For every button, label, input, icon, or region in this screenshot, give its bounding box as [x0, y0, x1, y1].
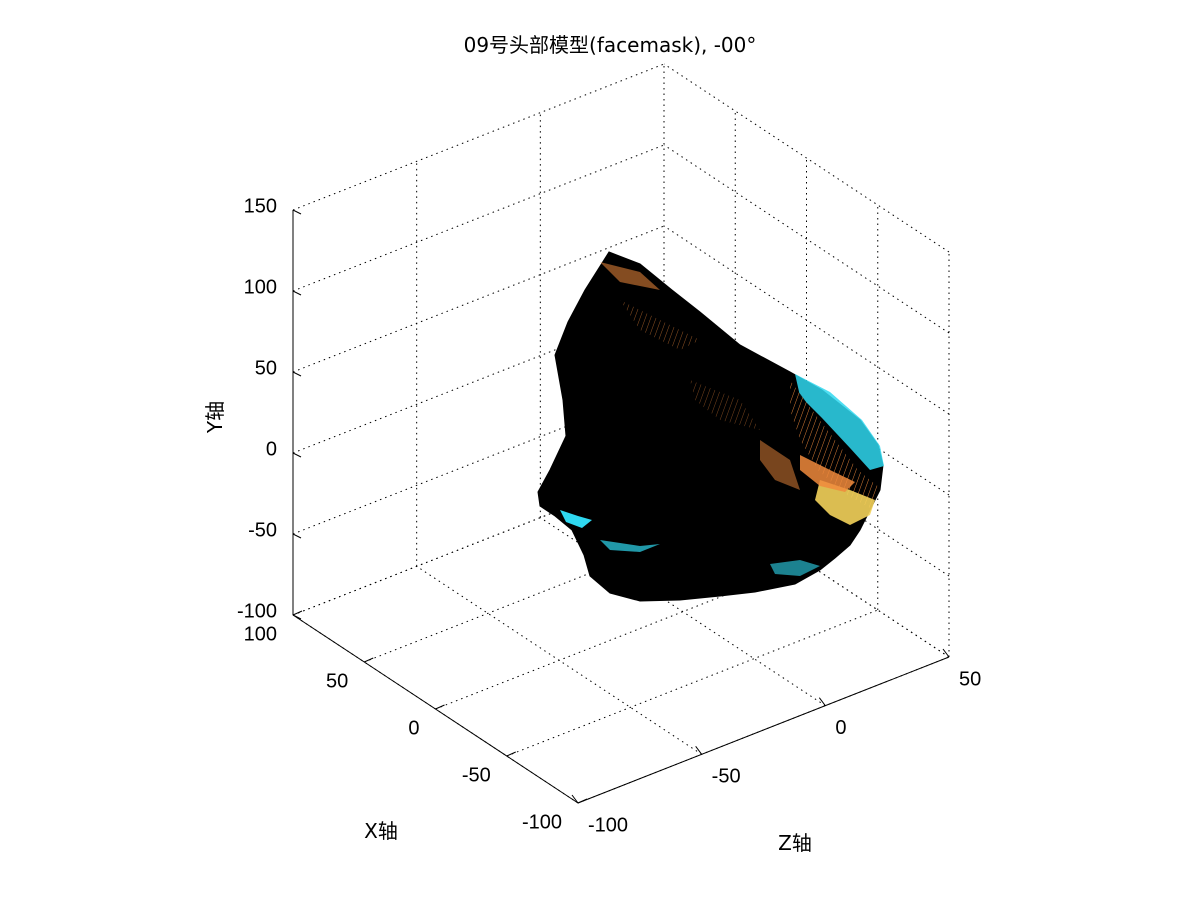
y-tick-mark	[292, 209, 302, 215]
z-axis-label: Z轴	[778, 831, 812, 855]
z-tick-label: -50	[712, 766, 741, 788]
grid-line	[292, 468, 665, 616]
grid-line	[292, 225, 665, 373]
grid-line	[540, 517, 826, 707]
y-tick-mark	[292, 533, 302, 539]
grid-line	[663, 144, 950, 334]
z-tick-label: -100	[588, 814, 628, 836]
y-tick-label: -100	[237, 600, 277, 622]
x-axis-label: X轴	[364, 819, 398, 843]
z-tick-label: 0	[835, 717, 846, 739]
z-tick-label: 50	[959, 668, 981, 690]
y-tick-mark	[292, 452, 302, 458]
chart-title: 09号头部模型(facemask), -00°	[464, 33, 757, 57]
grid-line	[292, 144, 665, 292]
grid-line	[663, 63, 950, 253]
y-tick-label: 50	[255, 357, 277, 379]
x-tick-mark	[364, 657, 374, 663]
z-axis-line	[577, 656, 950, 804]
x-tick-label: 50	[326, 670, 348, 692]
y-tick-label: -50	[248, 519, 277, 541]
z-tick-mark	[942, 648, 950, 658]
y-tick-mark	[292, 371, 302, 377]
grid-line	[416, 565, 702, 755]
z-tick-mark	[818, 697, 826, 706]
y-axis-label: Y轴	[203, 401, 227, 434]
x-tick-mark	[292, 610, 303, 616]
x-tick-mark	[506, 751, 516, 757]
y-tick-mark	[292, 614, 302, 620]
x-tick-label: -100	[522, 811, 562, 833]
face-surface	[537, 251, 884, 602]
z-tick-mark	[571, 794, 579, 804]
x-tick-mark	[435, 704, 445, 710]
x-tick-label: 100	[244, 623, 277, 645]
x-tick-label: -50	[462, 764, 491, 786]
grid-line	[506, 609, 878, 757]
grid-line	[292, 387, 665, 535]
grid-line	[435, 562, 807, 710]
grid-line	[292, 306, 665, 454]
grid-line	[364, 515, 736, 663]
x-tick-mark	[577, 798, 588, 804]
y-tick-label: 100	[244, 276, 277, 298]
axis-lines	[292, 209, 950, 804]
y-tick-label: 150	[244, 195, 277, 217]
y-tick-label: 0	[266, 438, 277, 460]
x-tick-label: 0	[408, 717, 419, 739]
z-tick-mark	[695, 746, 703, 755]
grid-line	[663, 225, 950, 415]
grid-line	[292, 63, 665, 211]
y-tick-mark	[292, 290, 302, 296]
